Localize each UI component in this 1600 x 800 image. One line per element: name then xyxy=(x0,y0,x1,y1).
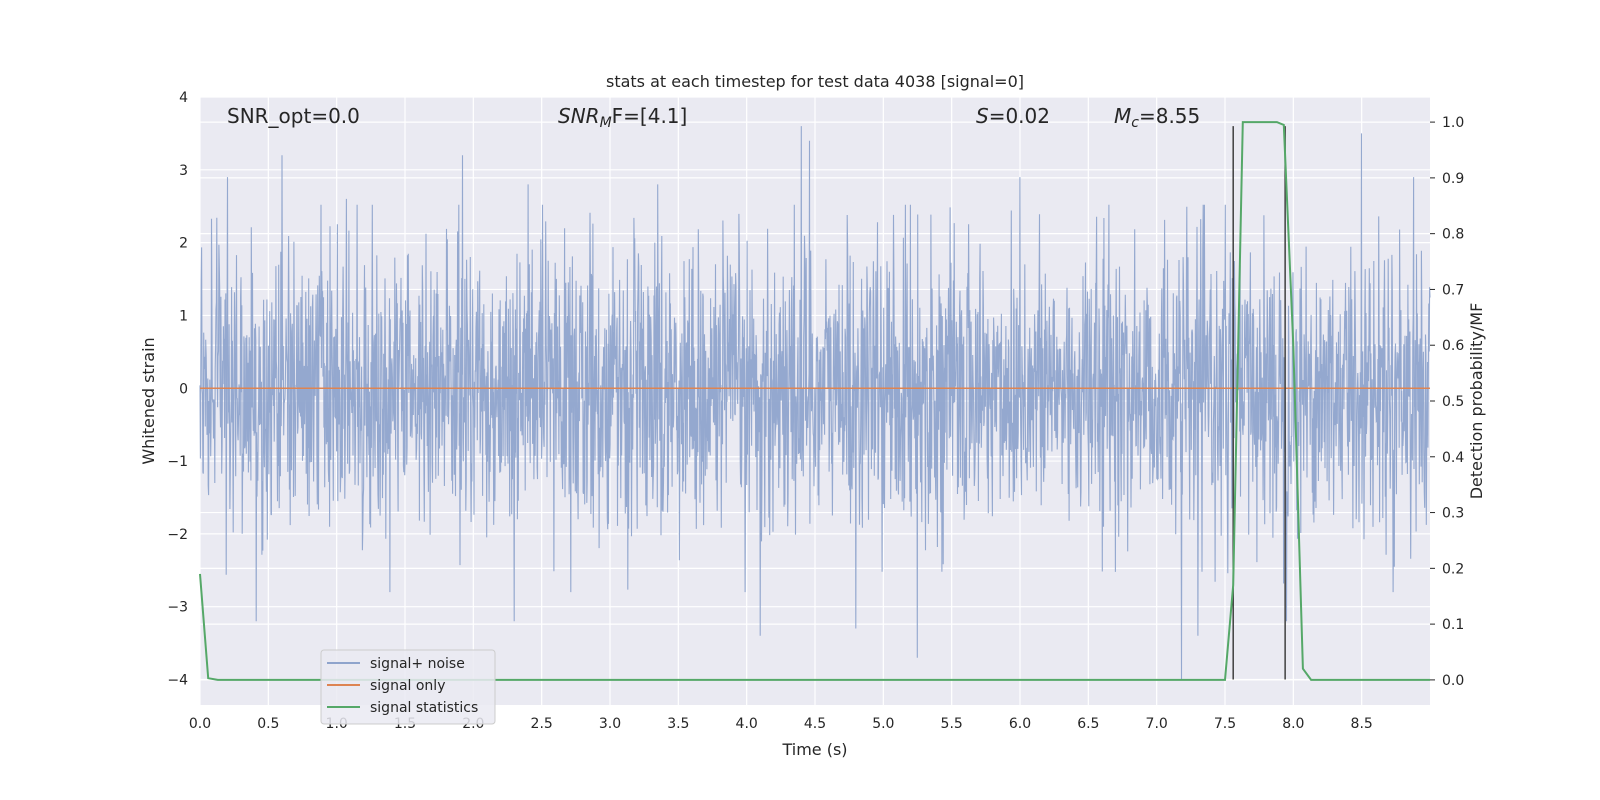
x-tick-label: 5.0 xyxy=(872,716,894,732)
x-tick-label: 6.0 xyxy=(1009,716,1031,732)
mc-symbol: M xyxy=(1114,104,1131,128)
annotation-snr-opt: SNR_opt=0.0 xyxy=(227,104,360,128)
legend-label-signal-only: signal only xyxy=(370,678,445,694)
x-tick-label: 7.0 xyxy=(1146,716,1168,732)
annotation-snr-mf: SNRMF=[4.1] xyxy=(558,104,687,131)
s-value: =0.02 xyxy=(989,104,1050,128)
y-tick-label: 3 xyxy=(179,163,188,179)
signal-plus-noise-line xyxy=(199,126,1431,680)
legend: signal+ noise signal only signal statist… xyxy=(320,649,496,725)
x-tick-label: 3.0 xyxy=(599,716,621,732)
x-tick-label: 4.5 xyxy=(804,716,826,732)
y2-tick-label: 1.0 xyxy=(1442,115,1464,131)
x-axis-ticks: 0.00.51.01.52.02.53.03.54.04.55.05.56.06… xyxy=(189,716,1373,732)
signal-statistics-line xyxy=(199,121,1430,681)
chart-title: stats at each timestep for test data 403… xyxy=(606,72,1024,91)
y2-tick-label: 0.9 xyxy=(1442,171,1464,187)
snr-mf-tail: F=[4.1] xyxy=(612,104,688,128)
y2-axis-label: Detection probability/MF xyxy=(1467,303,1486,500)
x-tick-label: 6.5 xyxy=(1077,716,1099,732)
x-tick-label: 7.5 xyxy=(1214,716,1236,732)
y2-tick-label: 0.7 xyxy=(1442,282,1464,298)
y-tick-label: 4 xyxy=(179,90,188,106)
annotation-mc: Mc=8.55 xyxy=(1114,104,1200,131)
y2-tick-label: 0.3 xyxy=(1442,506,1464,522)
y-tick-label: −4 xyxy=(167,673,188,689)
snr-mf-main: SNR xyxy=(558,104,600,128)
series-signal-plus-noise xyxy=(199,126,1431,680)
x-tick-label: 0.0 xyxy=(189,716,211,732)
y2-tick-label: 0.1 xyxy=(1442,617,1464,633)
mc-subscript: c xyxy=(1131,115,1139,131)
annotation-s: S=0.02 xyxy=(976,104,1050,128)
snr-mf-sub: M xyxy=(600,115,612,131)
y-tick-label: −3 xyxy=(167,600,188,616)
y-tick-label: 2 xyxy=(179,236,188,252)
y2-tick-label: 0.0 xyxy=(1442,673,1464,689)
y-axis-label: Whitened strain xyxy=(139,337,158,464)
x-tick-label: 0.5 xyxy=(257,716,279,732)
x-tick-label: 5.5 xyxy=(941,716,963,732)
y-tick-label: 1 xyxy=(179,308,188,324)
y2-tick-label: 0.2 xyxy=(1442,561,1464,577)
y2-axis-ticks: 0.0 0.1 0.2 0.3 0.4 0.5 0.6 0.7 0.8 0.9 1.0 xyxy=(1430,115,1464,689)
x-tick-label: 4.0 xyxy=(736,716,758,732)
x-tick-label: 8.5 xyxy=(1351,716,1373,732)
x-tick-label: 2.5 xyxy=(531,716,553,732)
legend-box xyxy=(320,649,496,725)
legend-label-signal-statistics: signal statistics xyxy=(370,700,478,716)
y2-tick-label: 0.8 xyxy=(1442,227,1464,243)
mc-value: =8.55 xyxy=(1139,104,1200,128)
y2-tick-label: 0.6 xyxy=(1442,338,1464,354)
x-tick-label: 3.5 xyxy=(667,716,689,732)
y-tick-label: −2 xyxy=(167,527,188,543)
x-tick-label: 8.0 xyxy=(1282,716,1304,732)
y2-tick-label: 0.5 xyxy=(1442,394,1464,410)
x-axis-label: Time (s) xyxy=(781,740,847,759)
legend-label-signal-plus-noise: signal+ noise xyxy=(370,656,465,672)
series-signal-statistics xyxy=(199,121,1430,681)
y-tick-label: −1 xyxy=(167,454,188,470)
y-tick-label: 0 xyxy=(179,381,188,397)
s-symbol: S xyxy=(976,104,989,128)
y-axis-ticks: −4 −3 −2 −1 0 1 2 3 4 xyxy=(167,90,188,689)
y2-tick-label: 0.4 xyxy=(1442,450,1464,466)
